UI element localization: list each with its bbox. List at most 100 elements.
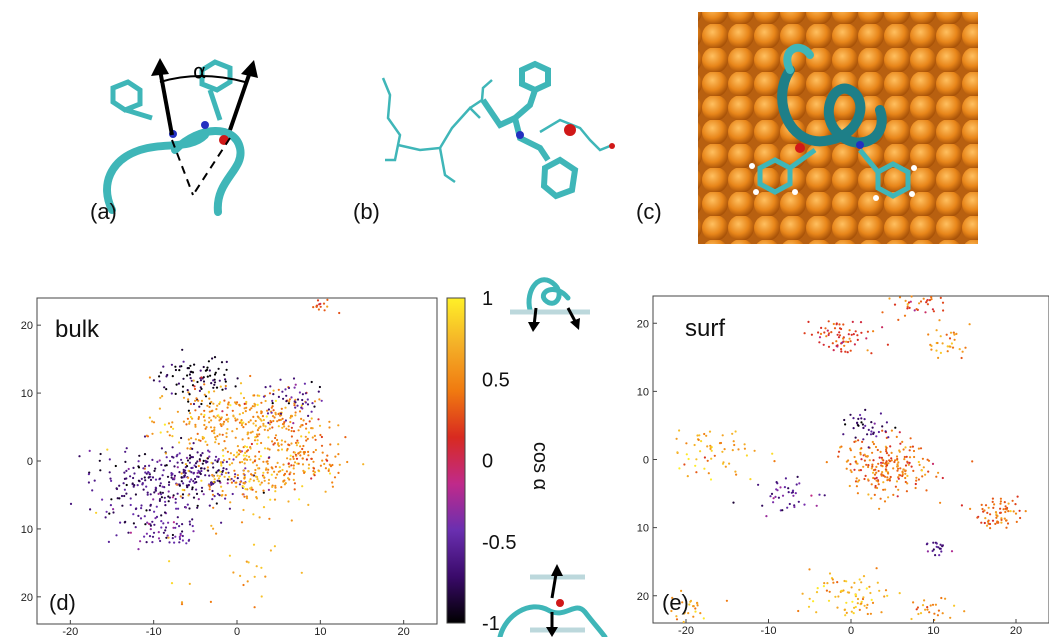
scatter-point [213,426,216,429]
scatter-point [224,494,227,497]
scatter-point [897,476,900,479]
scatter-point [274,434,278,437]
scatter-point [874,484,877,488]
scatter-point [983,521,986,525]
scatter-point [777,496,781,499]
scatter-point [862,575,866,578]
scatter-point [310,380,313,384]
scatter-point [180,601,184,604]
scatter-point [214,371,217,374]
scatter-point [194,477,197,481]
scatter-point [260,410,263,414]
scatter-point [938,547,942,550]
scatter-point [292,464,295,467]
scatter-point [845,611,848,615]
scatter-point [890,457,893,460]
scatter-point [180,472,183,475]
scatter-point [167,521,170,524]
scatter-point [290,396,293,399]
scatter-point [302,444,305,448]
scatter-point [874,445,878,449]
scatter-point [274,399,277,402]
scatter-point [181,385,185,388]
scatter-point [823,494,826,497]
scatter-point [323,462,326,466]
angle-alpha-symbol: α [193,59,206,83]
scatter-point [147,476,150,479]
scatter-point [298,391,301,394]
scatter-point [242,583,245,587]
scatter-point [776,482,779,485]
scatter-point [873,477,877,480]
scatter-point [178,365,182,368]
scatter-point [983,509,986,512]
scatter-point [236,477,239,480]
scatter-point [307,450,310,453]
scatter-point [108,471,111,474]
scatter-point [212,386,215,389]
y-tick-label: 0 [643,455,649,467]
scatter-point [153,510,156,513]
scatter-point [904,464,908,467]
scatter-point [218,475,222,478]
scatter-point [899,442,902,445]
scatter-point [171,455,174,458]
scatter-point [231,430,234,433]
scatter-point [866,349,869,352]
scatter-point [825,461,828,464]
scatter-point [266,447,269,450]
scatter-point [285,470,288,473]
scatter-point [136,484,139,487]
scatter-point [308,420,311,423]
scatter-point [991,500,994,503]
scatter-point [863,604,866,607]
scatter-point [818,336,822,339]
scatter-point [266,462,269,465]
scatter-point [853,440,856,443]
scatter-point [178,369,181,372]
scatter-point [700,440,703,443]
scatter-point [187,409,190,412]
panel-label-b: (b) [353,199,380,224]
scatter-point [155,515,159,519]
scatter-point [262,475,265,478]
scatter-point [256,415,259,418]
scatter-point [303,382,306,385]
scatter-point [892,493,895,496]
scatter-point [258,433,261,436]
scatter-point [881,465,884,468]
scatter-point [226,450,229,453]
scatter-point [236,377,239,380]
scatter-point [313,405,316,408]
scatter-point [151,520,154,523]
scatter-point [884,461,888,464]
scatter-point [796,475,799,478]
scatter-point [274,486,277,489]
scatter-point [292,422,295,425]
scatter-point [252,543,256,546]
scatter-point [860,421,863,424]
scatter-point [906,474,909,477]
scatter-point [849,349,852,352]
scatter-point [840,445,843,448]
scatter-point [148,464,151,467]
scatter-point [154,467,157,470]
panel-b-illustration [381,60,615,200]
scatter-point [227,417,230,420]
scatter-point [877,469,880,473]
scatter-point [850,586,853,589]
scatter-point [1015,520,1018,524]
scatter-point [163,423,166,426]
scatter-point [867,493,870,496]
scatter-point [132,466,135,469]
scatter-point [164,452,167,455]
scatter-point [243,477,246,480]
scatter-point [167,495,170,498]
scatter-point [221,388,224,391]
scatter-point [904,472,907,475]
scatter-point [854,480,858,483]
scatter-point [208,504,211,507]
scatter-point [870,467,873,470]
scatter-point [743,447,747,450]
scatter-point [992,506,995,509]
